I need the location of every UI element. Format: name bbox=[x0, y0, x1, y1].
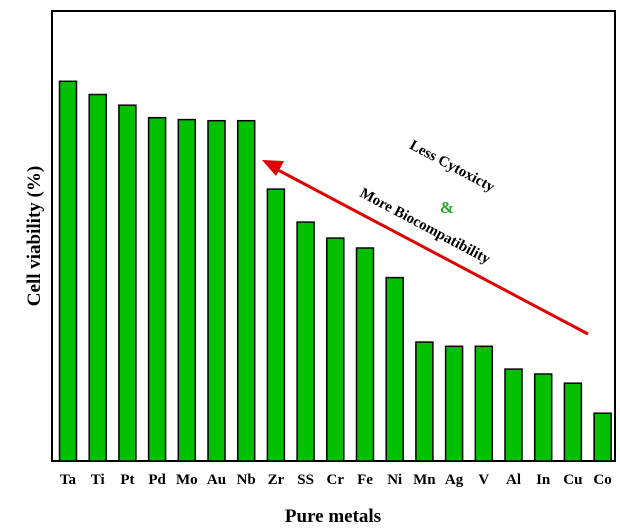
annotation-less-cytotoxicity: Less Cytoxicty bbox=[407, 137, 498, 195]
x-tick-label-ta: Ta bbox=[60, 472, 77, 488]
trend-arrow-head bbox=[262, 160, 284, 176]
bar-co bbox=[593, 412, 612, 462]
x-tick-label-cr: Cr bbox=[327, 472, 345, 488]
trend-arrow-shaft bbox=[277, 168, 589, 336]
bar-pt bbox=[118, 104, 137, 462]
y-axis-title: Cell viability (%) bbox=[24, 166, 45, 306]
x-tick-label-al: Al bbox=[506, 472, 521, 488]
bar-zr bbox=[266, 188, 286, 462]
x-tick-label-v: V bbox=[478, 472, 489, 488]
x-tick-label-ag: Ag bbox=[445, 472, 464, 488]
x-tick-label-ti: Ti bbox=[91, 472, 105, 488]
bar-nb bbox=[236, 119, 256, 462]
bar-mo bbox=[177, 118, 197, 462]
bar-fe bbox=[355, 247, 375, 462]
bar-in bbox=[533, 373, 553, 462]
x-tick-label-zr: Zr bbox=[268, 472, 285, 488]
bar-cr bbox=[326, 237, 345, 462]
bar-al bbox=[504, 368, 523, 462]
x-tick-label-nb: Nb bbox=[237, 472, 256, 488]
bars-group bbox=[58, 80, 612, 462]
bar-ss bbox=[296, 221, 315, 462]
annotation-more-biocompatibility: More Biocompatibility bbox=[357, 185, 493, 267]
bar-mn bbox=[415, 341, 434, 462]
annotation-ampersand: & bbox=[440, 198, 454, 217]
x-tick-label-fe: Fe bbox=[357, 472, 373, 488]
bar-ag bbox=[444, 345, 464, 462]
bar-v bbox=[474, 345, 494, 462]
x-tick-label-ss: SS bbox=[297, 472, 314, 488]
trend-arrow bbox=[262, 160, 589, 336]
bar-pd bbox=[147, 116, 167, 462]
x-tick-label-cu: Cu bbox=[563, 472, 582, 488]
x-tick-label-pt: Pt bbox=[120, 472, 134, 488]
bar-au bbox=[207, 119, 226, 462]
bar-ti bbox=[88, 93, 107, 462]
bar-cu bbox=[563, 382, 583, 462]
x-tick-label-in: In bbox=[536, 472, 551, 488]
x-tick-label-mo: Mo bbox=[176, 472, 198, 488]
bar-ta bbox=[58, 80, 78, 462]
x-tick-labels: Ta Ti Pt Pd Mo Au Nb Zr SS Cr Fe Ni Mn Ag V Al In Cu Co bbox=[60, 472, 612, 488]
x-axis-title: Pure metals bbox=[285, 506, 381, 527]
x-tick-label-co: Co bbox=[593, 472, 611, 488]
x-tick-label-mn: Mn bbox=[413, 472, 436, 488]
x-tick-label-pd: Pd bbox=[148, 472, 166, 488]
x-tick-label-au: Au bbox=[207, 472, 226, 488]
bar-ni bbox=[385, 276, 404, 462]
x-tick-label-ni: Ni bbox=[387, 472, 402, 488]
